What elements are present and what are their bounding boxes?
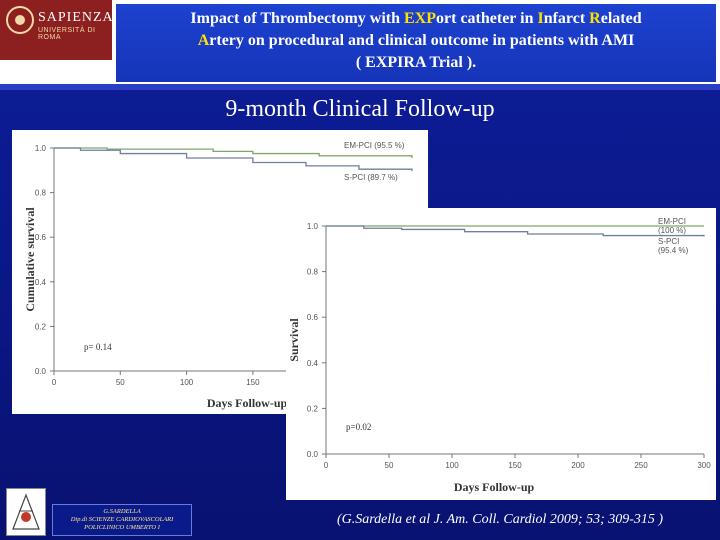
y-tick-label: 0.2 (307, 404, 319, 413)
y-axis-label: Cumulative survival (23, 207, 37, 312)
legend-label-em-pci: EM-PCI (658, 217, 686, 226)
hospital-name: POLICLINICO UMBERTO I (84, 524, 160, 531)
legend-value-s-pci: (95.4 %) (658, 246, 689, 255)
x-axis-label: Days Follow-up (207, 396, 288, 410)
y-tick-label: 0.0 (307, 450, 319, 459)
series-line-s-pci (326, 225, 705, 237)
header-band (0, 84, 720, 90)
y-tick-label: 1.0 (307, 222, 319, 231)
slide-subtitle: 9-month Clinical Follow-up (225, 96, 495, 122)
x-tick-label: 300 (697, 461, 711, 470)
series-line-s-pci (54, 147, 413, 171)
x-tick-label: 200 (571, 461, 585, 470)
x-tick-label: 100 (180, 378, 194, 387)
y-tick-label: 0.4 (307, 359, 319, 368)
department-logo (6, 488, 46, 536)
y-tick-label: 0.2 (35, 322, 47, 331)
x-tick-label: 150 (508, 461, 522, 470)
y-tick-label: 0.6 (307, 313, 319, 322)
university-logo: SAPIENZA UNIVERSITÀ DI ROMA (0, 0, 114, 60)
logo-name: SAPIENZA (38, 10, 114, 25)
seal-icon (6, 6, 34, 34)
x-tick-label: 50 (116, 378, 125, 387)
slide-title: Impact of Thrombectomy with EXPort cathe… (116, 4, 716, 82)
x-axis-label: Days Follow-up (454, 480, 535, 494)
y-tick-label: 0.8 (35, 189, 47, 198)
x-tick-label: 0 (52, 378, 57, 387)
legend-value-em-pci: (100 %) (658, 226, 686, 235)
y-axis-label: Survival (287, 318, 301, 362)
y-tick-label: 0.0 (35, 367, 47, 376)
p-value-annotation: p= 0.14 (84, 342, 112, 352)
x-tick-label: 150 (246, 378, 260, 387)
y-tick-label: 1.0 (35, 144, 47, 153)
logo-subtitle: UNIVERSITÀ DI ROMA (38, 27, 96, 41)
title-line-2: Artery on procedural and clinical outcom… (197, 32, 635, 49)
legend-label-s-pci: S-PCI (658, 237, 679, 246)
author-name: G.SARDELLA (103, 508, 141, 515)
citation: (G.Sardella et al J. Am. Coll. Cardiol 2… (336, 512, 664, 527)
title-line-3: ( EXPIRA Trial ). (355, 54, 477, 71)
y-tick-label: 0.6 (35, 233, 47, 242)
survival-chart-2: 0.0 0.2 0.4 0.6 0.8 1.0 0 50 100 150 200 250 300 Days… (287, 217, 711, 494)
series-line-em-pci (54, 147, 413, 159)
x-tick-label: 50 (385, 461, 394, 470)
y-tick-label: 0.8 (307, 268, 319, 277)
author-box: G.SARDELLA Dip.di SCIENZE CARDIOVASCOLAR… (52, 504, 192, 536)
x-tick-label: 250 (634, 461, 648, 470)
y-tick-label: 0.4 (35, 278, 47, 287)
x-tick-label: 0 (324, 461, 329, 470)
survival-chart-1: 0.0 0.2 0.4 0.6 0.8 1.0 0 50 100 150 Days Follow-u… (23, 141, 413, 410)
title-line-1: Impact of Thrombectomy with EXPort cathe… (190, 10, 642, 27)
x-tick-label: 100 (445, 461, 459, 470)
heart-emblem-icon (12, 493, 40, 530)
legend-label-s-pci: S-PCI (89.7 %) (344, 173, 398, 182)
p-value-annotation: p=0.02 (346, 422, 371, 432)
department-name: Dip.di SCIENZE CARDIOVASCOLARI (70, 516, 174, 523)
chart-panel-2: 0.0 0.2 0.4 0.6 0.8 1.0 0 50 100 150 200 250 300 Days… (286, 208, 716, 500)
legend-label-em-pci: EM-PCI (95.5 %) (344, 141, 405, 150)
